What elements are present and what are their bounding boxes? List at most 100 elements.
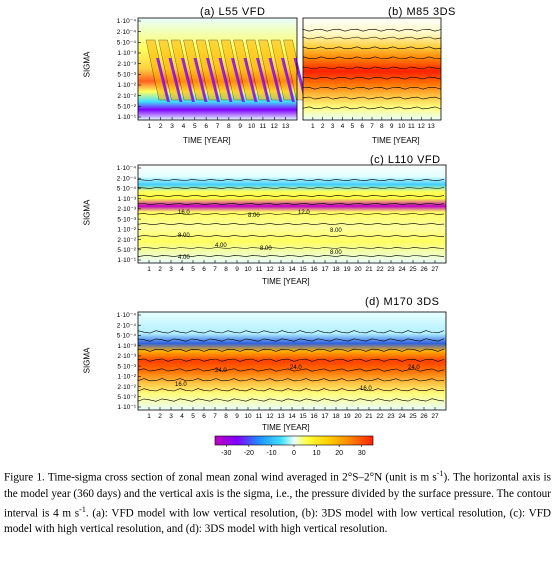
- x-tick-label: 19: [343, 413, 351, 420]
- y-tick-label: 1·10⁻⁴: [117, 312, 136, 319]
- contour-label: 4.00: [215, 243, 227, 249]
- x-tick-label: 7: [370, 123, 374, 130]
- easterly-band: [193, 58, 208, 102]
- x-tick-label: 2: [158, 413, 162, 420]
- y-tick-label: 1·10⁻³: [117, 343, 136, 350]
- x-tick-label: 3: [331, 123, 335, 130]
- x-tick-label: 9: [235, 413, 239, 420]
- y-tick-label: 2·10⁻³: [117, 206, 136, 213]
- x-tick-label: 13: [282, 123, 290, 130]
- x-tick-label: 3: [169, 266, 173, 273]
- panel-c: 1·10⁻⁴ 2·10⁻⁴ 5·10⁻⁴ 1·10⁻³ 2·10⁻³ 5·10⁻³ 1·10…: [117, 164, 447, 273]
- y-tick-label: 1·10⁻²: [117, 82, 136, 89]
- x-tick-label: 6: [202, 413, 206, 420]
- x-tick-label: 27: [431, 413, 439, 420]
- x-tick-label: 1: [148, 123, 152, 130]
- x-tick-label: 1: [147, 266, 151, 273]
- panel-d: 1·10⁻⁴ 2·10⁻⁴ 5·10⁻⁴ 1·10⁻³ 2·10⁻³ 5·10⁻³ 1·10…: [117, 311, 447, 420]
- contour-line: [137, 378, 445, 382]
- contour-line: [302, 66, 442, 70]
- contour-line: [137, 179, 445, 181]
- x-tick-label: 21: [365, 266, 373, 273]
- x-tick-label: 13: [428, 123, 436, 130]
- easterly-band: [168, 58, 183, 102]
- y-tick-label: 5·10⁻²: [117, 247, 136, 254]
- y-tick-label: 5·10⁻³: [117, 216, 136, 223]
- y-tick-label: 5·10⁻⁴: [117, 186, 136, 193]
- y-tick-label: 5·10⁻⁴: [117, 333, 136, 340]
- x-tick-label: 26: [420, 413, 428, 420]
- x-tick-label: 10: [398, 123, 406, 130]
- x-tick-label: 14: [288, 266, 296, 273]
- contour-line: [302, 106, 442, 110]
- contour-label: 16.0: [175, 382, 187, 388]
- x-tick-label: 12: [271, 123, 279, 130]
- x-tick-label: 15: [299, 266, 307, 273]
- colorbar-tick-label: 20: [335, 450, 343, 457]
- y-tick-label: 1·10⁻³: [117, 50, 136, 57]
- panel-c-title: (c) L110 VFD: [370, 154, 441, 166]
- contour-line: [302, 46, 442, 50]
- caption-text-1: Figure 1. Time-sigma cross section of zo…: [4, 471, 437, 484]
- contour-label: 12.0: [298, 210, 310, 216]
- x-tick-label: 16: [310, 413, 318, 420]
- x-tick-label: 12: [266, 413, 274, 420]
- panel-a-y-ticks: 1·10⁻⁴ 2·10⁻⁴ 5·10⁻⁴ 1·10⁻³ 2·10⁻³ 5·10⁻³ 1·10…: [117, 18, 141, 121]
- y-tick-label: 5·10⁻²: [117, 104, 136, 111]
- x-tick-label: 18: [332, 413, 340, 420]
- contour-label: 8.00: [260, 246, 272, 252]
- contour-line: [137, 213, 445, 215]
- colorbar-tick-label: 10: [313, 450, 321, 457]
- contour-line: [302, 96, 442, 100]
- panel-c-contour-labels: 16.0 8.00 12.0 8.00 4.00 8.00 8.00 8.00 4.00: [178, 210, 342, 261]
- panel-b-field: [303, 18, 441, 120]
- x-tick-label: 7: [213, 413, 217, 420]
- x-tick-label: 3: [169, 413, 173, 420]
- panel-d-title: (d) M170 3DS: [365, 296, 440, 308]
- y-tick-label: 5·10⁻⁴: [117, 40, 136, 47]
- colorbar-tick-label: 30: [358, 450, 366, 457]
- y-tick-label: 2·10⁻²: [117, 384, 136, 391]
- y-tick-label: 1·10⁻⁴: [117, 165, 136, 172]
- colorbar-tick-label: -10: [266, 450, 276, 457]
- contour-line: [137, 330, 445, 334]
- y-tick-label: 2·10⁻⁴: [117, 322, 136, 329]
- easterly-band: [281, 58, 295, 102]
- contour-label: 8.00: [178, 233, 190, 239]
- contour-line: [137, 235, 444, 237]
- y-tick-label: 2·10⁻³: [117, 61, 136, 68]
- panel-a: 1·10⁻⁴ 2·10⁻⁴ 5·10⁻⁴ 1·10⁻³ 2·10⁻³ 5·10⁻³ 1·10…: [117, 17, 308, 130]
- x-tick-label: 25: [409, 266, 417, 273]
- colorbar-tick-label: -20: [244, 450, 254, 457]
- x-tick-label: 1: [311, 123, 315, 130]
- contour-line: [137, 195, 445, 197]
- x-tick-label: 22: [376, 413, 384, 420]
- x-tick-label: 6: [360, 123, 364, 130]
- x-tick-label: 8: [380, 123, 384, 130]
- panel-c-x-ticks: 1 2 3 4 5 6 7 8 9 10 11 12 13 14 15 16 17 18 19 20 21 22 23 24 2…: [147, 260, 439, 273]
- easterly-band: [206, 58, 220, 102]
- y-tick-label: 2·10⁻²: [117, 93, 136, 100]
- easterly-band: [156, 58, 170, 102]
- x-tick-label: 5: [350, 123, 354, 130]
- contour-label: 24.0: [290, 365, 302, 371]
- contour-line: [137, 368, 445, 372]
- x-tick-label: 14: [288, 413, 296, 420]
- x-tick-label: 17: [321, 266, 329, 273]
- easterly-band: [231, 58, 245, 102]
- y-tick-label: 1·10⁻¹: [117, 257, 136, 264]
- panel-b-title: (b) M85 3DS: [388, 6, 456, 18]
- contour-label: 8.00: [248, 213, 260, 219]
- contour-label: 24.0: [408, 365, 420, 371]
- x-tick-label: 20: [354, 266, 362, 273]
- caption-text-3: . (a): VFD model with low vertical resol…: [4, 507, 551, 536]
- contour-line: [302, 56, 442, 60]
- x-tick-label: 10: [248, 123, 256, 130]
- x-tick-label: 12: [418, 123, 426, 130]
- x-tick-label: 8: [224, 413, 228, 420]
- x-tick-label: 27: [431, 266, 439, 273]
- panel-b-xlabel: TIME [YEAR]: [372, 136, 420, 145]
- y-tick-label: 1·10⁻²: [117, 374, 136, 381]
- contour-label: 4.00: [178, 255, 190, 261]
- x-tick-label: 1: [147, 413, 151, 420]
